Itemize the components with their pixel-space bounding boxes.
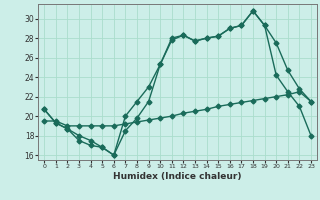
X-axis label: Humidex (Indice chaleur): Humidex (Indice chaleur) bbox=[113, 172, 242, 181]
